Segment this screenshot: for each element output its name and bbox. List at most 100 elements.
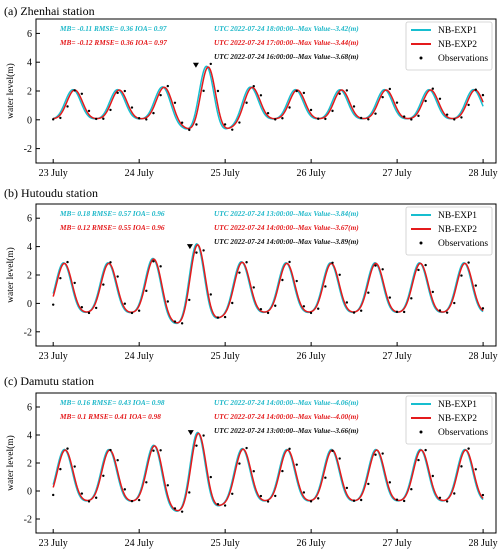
legend-label: NB-EXP1 — [438, 400, 477, 410]
observation-point — [109, 108, 112, 112]
x-tick-label: 26 July — [297, 538, 326, 549]
observation-point — [460, 116, 463, 119]
observation-point — [59, 467, 62, 471]
observation-point — [445, 500, 449, 503]
observation-point — [73, 89, 76, 92]
x-tick-label: 27 July — [383, 168, 412, 179]
observation-point — [338, 273, 341, 276]
observation-point — [359, 498, 363, 502]
observation-point — [130, 311, 134, 315]
observation-point — [137, 309, 141, 312]
plot-area — [52, 62, 485, 132]
observation-point — [424, 448, 427, 452]
y-tick-label: 0 — [27, 487, 32, 498]
observation-point — [288, 447, 291, 451]
x-tick-label: 23 July — [39, 538, 68, 549]
observation-point — [331, 109, 334, 113]
observation-point — [188, 128, 191, 132]
observation-point — [317, 307, 320, 310]
observation-point — [352, 311, 356, 314]
observation-point — [367, 291, 370, 294]
observation-point — [195, 444, 198, 447]
observation-point — [152, 111, 155, 115]
observation-point — [317, 117, 320, 120]
observation-point — [166, 484, 169, 487]
observation-point — [374, 264, 377, 267]
observation-point — [231, 492, 234, 495]
observation-point — [159, 93, 162, 97]
observation-point — [173, 101, 177, 104]
y-tick-label: 0 — [27, 299, 32, 310]
legend-swatch — [419, 56, 423, 60]
observation-point — [116, 91, 119, 95]
y-axis-label: water level(m) — [5, 247, 16, 303]
legend-box — [405, 21, 493, 71]
observation-point — [453, 301, 456, 305]
observation-point — [453, 118, 456, 121]
x-tick-label: 28 July — [469, 538, 498, 549]
observation-point — [402, 310, 406, 314]
max-value-text: UTC 2022-07-24 13:00:00--Max Value--3.66… — [214, 426, 359, 435]
stats-text: MB= 0.12 RMSE= 0.55 IOA= 0.96 — [59, 223, 165, 232]
max-value-text: UTC 2022-07-24 14:00:00--Max Value--3.67… — [214, 223, 359, 232]
observation-point — [295, 463, 298, 466]
observation-point — [87, 500, 91, 503]
observation-point — [402, 115, 406, 118]
y-tick-label: 0 — [27, 115, 32, 126]
observation-point — [317, 497, 320, 500]
stats-text: MB= -0.12 RMSE= 0.36 IOA= 0.97 — [59, 38, 167, 47]
observation-point — [166, 300, 169, 303]
observation-point — [137, 498, 141, 502]
x-tick-label: 28 July — [469, 168, 498, 179]
legend-label: Observations — [438, 239, 488, 249]
observation-point — [324, 117, 327, 121]
y-tick-label: 2 — [27, 271, 32, 282]
observation-point — [367, 118, 370, 121]
observation-point — [324, 285, 327, 288]
observation-point — [238, 462, 241, 465]
observation-point — [474, 88, 477, 91]
y-tick-label: 6 — [27, 29, 32, 40]
observation-point — [431, 474, 434, 478]
observation-point — [59, 276, 62, 280]
observation-point — [202, 434, 205, 437]
observation-point — [481, 93, 485, 97]
observation-point — [453, 492, 456, 495]
observation-point — [266, 111, 270, 115]
observation-point — [52, 118, 55, 121]
x-tick-label: 24 July — [125, 168, 154, 179]
y-tick-label: 6 — [27, 214, 32, 225]
observation-point — [87, 311, 91, 315]
observation-point — [102, 474, 105, 478]
observation-point — [388, 296, 392, 299]
observation-point — [381, 95, 384, 99]
y-tick-label: -2 — [24, 327, 32, 338]
observation-point — [438, 97, 442, 100]
y-tick-label: 4 — [27, 431, 32, 442]
observation-point — [180, 322, 184, 325]
observation-point — [188, 491, 191, 494]
observation-point — [145, 289, 148, 293]
observation-point — [338, 457, 341, 460]
observation-point — [331, 261, 334, 265]
observation-point — [195, 251, 198, 254]
observation-point — [188, 298, 191, 302]
observation-point — [352, 105, 356, 108]
observation-point — [438, 309, 442, 312]
legend-label: NB-EXP1 — [438, 26, 477, 36]
observation-point — [116, 275, 119, 278]
max-value-text: UTC 2022-07-24 14:00:00--Max Value--4.00… — [214, 412, 359, 421]
observation-point — [424, 263, 427, 267]
observation-point — [252, 85, 255, 88]
x-tick-label: 24 July — [125, 538, 154, 549]
observation-point — [202, 89, 205, 93]
legend-label: Observations — [438, 54, 488, 64]
plot-area — [52, 430, 485, 513]
x-tick-label: 26 July — [297, 168, 326, 179]
observation-point — [345, 301, 349, 304]
legend-label: NB-EXP1 — [438, 211, 477, 221]
legend-label: NB-EXP2 — [438, 40, 477, 50]
observation-point — [359, 116, 363, 120]
y-tick-label: -2 — [24, 144, 32, 155]
observation-point — [345, 486, 349, 490]
